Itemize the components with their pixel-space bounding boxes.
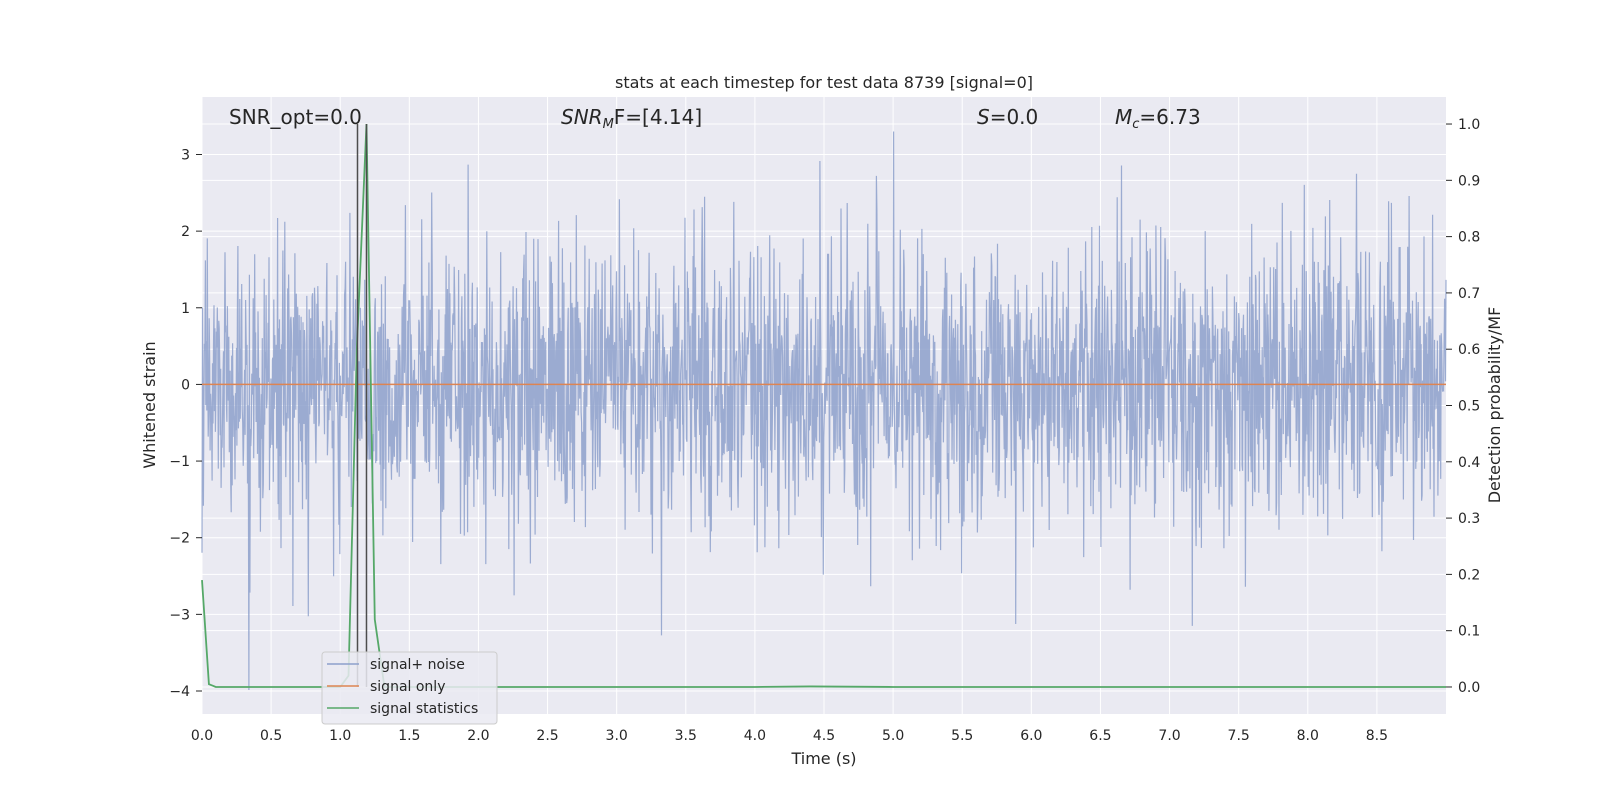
annotation-s-var: S [977, 105, 990, 129]
x-tick-label: 7.0 [1158, 728, 1180, 744]
y-left-tick-label: −4 [169, 684, 190, 700]
x-tick-label: 8.5 [1366, 728, 1388, 744]
x-tick-label: 7.5 [1228, 728, 1250, 744]
x-tick-label: 0.0 [191, 728, 213, 744]
x-tick-label: 8.0 [1297, 728, 1319, 744]
x-tick-label: 5.5 [951, 728, 973, 744]
annotation-snr-mf-sub: M [603, 117, 614, 132]
y-left-axis-ticks: 3 2 1 0 −1 −2 −3 −4 [169, 147, 202, 700]
annotation-s-rest: =0.0 [990, 105, 1039, 129]
y-left-tick-label: −1 [169, 454, 190, 470]
y-right-tick-label: 0.7 [1458, 286, 1480, 302]
x-axis-ticks: 0.0 0.5 1.0 1.5 2.0 2.5 3.0 3.5 4.0 4.5 5.0 5.5 6.0 6… [191, 728, 1388, 744]
annotation-s: S=0.0 [977, 105, 1038, 129]
y-right-tick-label: 0.5 [1458, 399, 1480, 415]
annotation-snr-mf-base: SNR [561, 105, 603, 129]
x-tick-label: 4.0 [744, 728, 766, 744]
x-tick-label: 6.0 [1020, 728, 1042, 744]
annotation-mc: Mc=6.73 [1115, 105, 1201, 132]
y-left-tick-label: −2 [169, 531, 190, 547]
y-right-tick-label: 1.0 [1458, 117, 1480, 133]
series-signal-plus-noise [201, 131, 1447, 691]
legend-box [321, 651, 498, 725]
y-left-tick-label: 0 [181, 377, 190, 393]
annotation-snr-mf-rest: F=[4.14] [614, 105, 702, 129]
legend-label-signal-only: signal only [370, 679, 445, 695]
y-right-axis-ticks: 1.0 0.9 0.8 0.7 0.6 0.5 0.4 0.3 0.2 0.1 0.0 [1446, 117, 1480, 696]
x-tick-label: 2.0 [467, 728, 489, 744]
y-left-tick-label: 1 [181, 301, 190, 317]
y-left-axis-label: Whitened strain [140, 341, 159, 468]
annotation-snr-opt: SNR_opt=0.0 [229, 105, 362, 129]
x-axis-label: Time (s) [790, 749, 856, 768]
y-right-tick-label: 0.9 [1458, 173, 1480, 189]
annotation-mc-rest: =6.73 [1139, 105, 1200, 129]
x-tick-label: 6.5 [1089, 728, 1111, 744]
x-tick-label: 2.5 [536, 728, 558, 744]
noise-line [201, 131, 1447, 691]
y-left-tick-label: 3 [181, 147, 190, 163]
x-tick-label: 3.0 [606, 728, 628, 744]
x-tick-label: 5.0 [882, 728, 904, 744]
y-right-tick-label: 0.1 [1458, 624, 1480, 640]
y-right-tick-label: 0.6 [1458, 342, 1480, 358]
y-left-tick-label: −3 [169, 607, 190, 623]
annotation-mc-sub: c [1132, 117, 1139, 132]
x-tick-label: 4.5 [813, 728, 835, 744]
chart-title: stats at each timestep for test data 873… [615, 73, 1033, 92]
y-left-tick-label: 2 [181, 224, 190, 240]
y-right-tick-label: 0.8 [1458, 230, 1480, 246]
x-tick-label: 1.5 [398, 728, 420, 744]
y-right-tick-label: 0.2 [1458, 567, 1480, 583]
y-right-axis-label: Detection probability/MF [1485, 307, 1504, 504]
x-tick-label: 3.5 [675, 728, 697, 744]
y-right-tick-label: 0.0 [1458, 680, 1480, 696]
legend-label-signal-statistics: signal statistics [370, 701, 478, 717]
y-right-tick-label: 0.3 [1458, 511, 1480, 527]
legend-label-signal-plus-noise: signal+ noise [370, 657, 465, 673]
y-right-tick-label: 0.4 [1458, 455, 1480, 471]
annotation-mc-var: M [1115, 105, 1132, 129]
x-tick-label: 0.5 [260, 728, 282, 744]
annotation-snr-mf: SNRMF=[4.14] [561, 105, 702, 132]
x-tick-label: 1.0 [329, 728, 351, 744]
vertical-markers [356, 124, 368, 687]
legend: signal+ noise signal only signal statist… [321, 651, 498, 725]
